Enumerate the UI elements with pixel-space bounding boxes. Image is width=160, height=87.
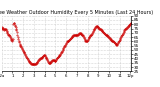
- Title: Milwaukee Weather Outdoor Humidity Every 5 Minutes (Last 24 Hours): Milwaukee Weather Outdoor Humidity Every…: [0, 10, 153, 15]
